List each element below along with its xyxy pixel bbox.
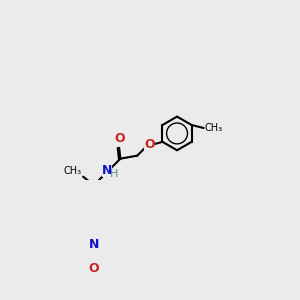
Text: O: O: [88, 262, 99, 275]
Text: O: O: [114, 132, 124, 145]
Text: N: N: [102, 164, 112, 177]
Text: O: O: [144, 138, 154, 151]
Text: N: N: [89, 238, 99, 251]
Text: CH₃: CH₃: [205, 123, 223, 133]
Text: CH₃: CH₃: [64, 166, 82, 176]
Text: H: H: [110, 169, 118, 179]
